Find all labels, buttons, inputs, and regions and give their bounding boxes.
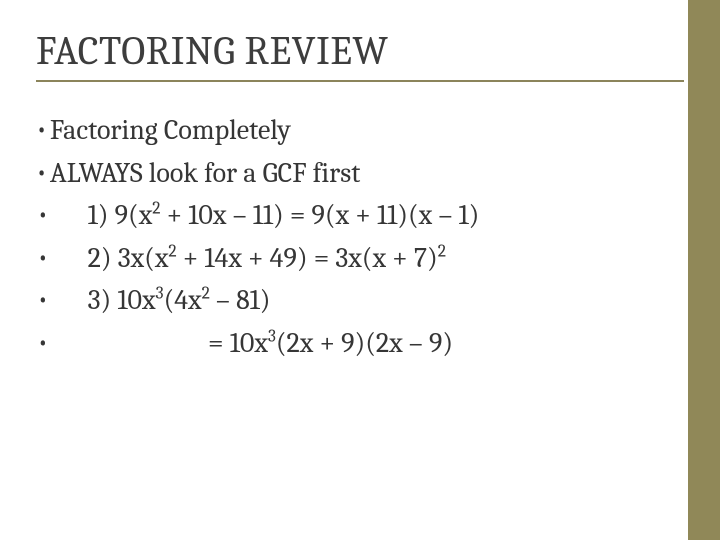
- bullet-dot-icon: •: [36, 110, 50, 149]
- bullet-row: • Factoring Completely: [36, 110, 684, 151]
- example-line: = 10x3(2x + 9)(2x – 9): [88, 323, 684, 364]
- example-line: 2) 3x(x2 + 14x + 49) = 3x(x + 7)2: [88, 238, 684, 279]
- bullet-dot-icon: •: [36, 195, 88, 234]
- bullet-dot-icon: •: [36, 238, 88, 277]
- bullet-text: Factoring Completely: [50, 110, 684, 151]
- bullet-row: • 2) 3x(x2 + 14x + 49) = 3x(x + 7)2: [36, 238, 684, 279]
- bullet-row: • 1) 9(x2 + 10x – 11) = 9(x + 11)(x – 1): [36, 195, 684, 236]
- bullet-dot-icon: •: [36, 323, 88, 362]
- slide-title: FACTORING REVIEW: [36, 28, 684, 74]
- bullet-dot-icon: •: [36, 280, 88, 319]
- bullet-row: • = 10x3(2x + 9)(2x – 9): [36, 323, 684, 364]
- slide-body: • Factoring Completely • ALWAYS look for…: [36, 110, 684, 364]
- bullet-row: • 3) 10x3(4x2 – 81): [36, 280, 684, 321]
- example-line: 3) 10x3(4x2 – 81): [88, 280, 684, 321]
- title-underline: [36, 80, 684, 82]
- slide: FACTORING REVIEW • Factoring Completely …: [0, 0, 720, 540]
- bullet-text: ALWAYS look for a GCF first: [50, 153, 684, 194]
- bullet-row: • ALWAYS look for a GCF first: [36, 153, 684, 194]
- accent-bar: [688, 0, 720, 540]
- bullet-dot-icon: •: [36, 153, 50, 192]
- example-line: 1) 9(x2 + 10x – 11) = 9(x + 11)(x – 1): [88, 195, 684, 236]
